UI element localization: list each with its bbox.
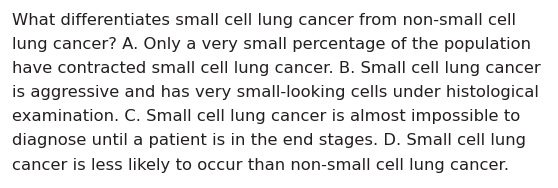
Text: diagnose until a patient is in the end stages. D. Small cell lung: diagnose until a patient is in the end s… (12, 133, 526, 149)
Text: What differentiates small cell lung cancer from non-small cell: What differentiates small cell lung canc… (12, 13, 516, 28)
Text: is aggressive and has very small-looking cells under histological: is aggressive and has very small-looking… (12, 85, 539, 100)
Text: have contracted small cell lung cancer. B. Small cell lung cancer: have contracted small cell lung cancer. … (12, 61, 541, 76)
Text: lung cancer? A. Only a very small percentage of the population: lung cancer? A. Only a very small percen… (12, 37, 531, 52)
Text: examination. C. Small cell lung cancer is almost impossible to: examination. C. Small cell lung cancer i… (12, 109, 521, 124)
Text: cancer is less likely to occur than non-small cell lung cancer.: cancer is less likely to occur than non-… (12, 158, 509, 173)
